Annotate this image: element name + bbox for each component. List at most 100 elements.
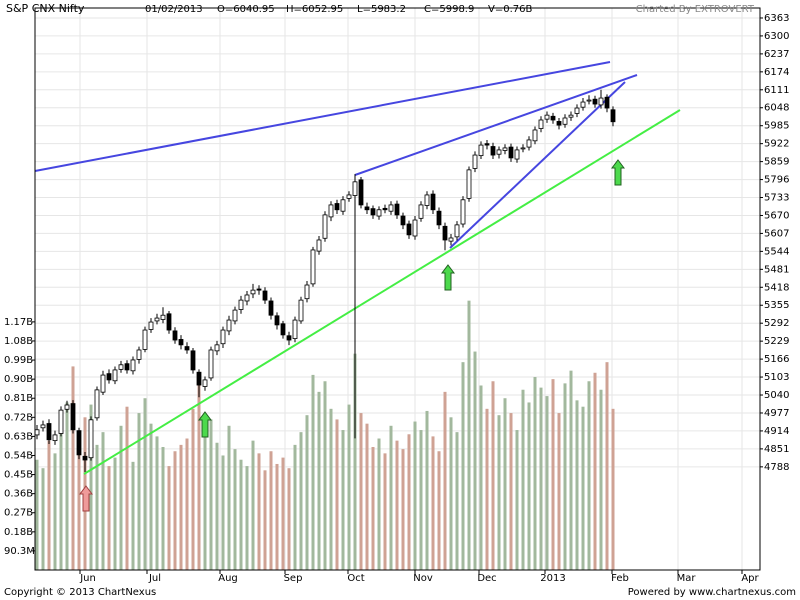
volume-bar [287, 468, 291, 570]
candle-body [130, 359, 136, 372]
candle-body [562, 117, 568, 125]
volume-bar [449, 417, 453, 570]
candle-body [280, 323, 286, 336]
volume-bar [569, 370, 573, 570]
volume-bar [203, 434, 207, 570]
candle-body [160, 314, 166, 320]
candle-body [250, 289, 256, 295]
candle-body [310, 249, 316, 285]
volume-bar [149, 423, 153, 570]
volume-bar [113, 457, 117, 570]
y-tick-label: 6300 [764, 31, 789, 42]
candle-body [124, 363, 130, 371]
volume-bar [401, 449, 405, 570]
candle-body [592, 98, 598, 105]
volume-bar [59, 425, 63, 570]
volume-bar [107, 466, 111, 570]
candle-body [454, 224, 460, 238]
candle-body [268, 300, 274, 316]
candle-body [580, 101, 586, 108]
candle-body [412, 219, 418, 237]
volume-bar [293, 444, 297, 570]
volume-bar [185, 438, 189, 570]
y2-tick-label: 0.54B [4, 450, 33, 461]
volume-bar [593, 372, 597, 570]
y-tick-label: 5418 [764, 282, 789, 293]
candle-body [142, 329, 148, 350]
candle-body [82, 455, 88, 461]
candle-body [40, 424, 46, 429]
support-line [83, 109, 681, 475]
credit: Charted By EXTROVERT [636, 4, 755, 15]
candle-body [34, 429, 40, 436]
volume-bar [263, 470, 267, 570]
arrow-up [611, 159, 625, 186]
x-tick-label: Jun [79, 573, 96, 584]
volume-bar [431, 436, 435, 570]
volume-bar [221, 455, 225, 570]
candle-body [178, 339, 184, 346]
y-tick-label: 4788 [764, 462, 789, 473]
y-tick-label: 4977 [764, 408, 789, 419]
candle-body [136, 349, 142, 360]
volume-bar [557, 413, 561, 570]
candle-body [574, 107, 580, 114]
y-tick-label: 4914 [764, 426, 789, 437]
volume-bar [479, 385, 483, 570]
y2-tick-label: 0.72B [4, 412, 33, 423]
candle-body [346, 194, 352, 199]
volume-bar [173, 451, 177, 570]
y-tick-label: 5544 [764, 246, 789, 257]
y-tick-label: 5607 [764, 228, 789, 239]
candle-body [382, 207, 388, 211]
y2-tick-label: 90.3M [4, 546, 35, 557]
quote-close: C=5998.9 [424, 4, 474, 15]
candle-body [238, 299, 244, 310]
volume-bar [167, 466, 171, 570]
volume-bar [197, 383, 201, 570]
candle-body [478, 144, 484, 157]
candle-body [370, 208, 376, 216]
x-tick-label: Nov [413, 573, 433, 584]
candle-body [430, 193, 436, 211]
volume-bar [53, 453, 57, 570]
candle-body [352, 181, 358, 196]
volume-bar [611, 408, 615, 570]
arrow-up [198, 411, 212, 438]
volume-bar [95, 444, 99, 570]
volume-bar [383, 453, 387, 570]
trend-line [34, 61, 611, 172]
volume-bar [131, 461, 135, 570]
candle-body [214, 344, 220, 352]
candle-body [334, 203, 340, 211]
candle-body [184, 346, 190, 351]
candle-body [484, 143, 490, 146]
candle-body [328, 204, 334, 218]
y-tick-label: 5733 [764, 193, 789, 204]
y2-tick-label: 0.36B [4, 489, 33, 500]
candle-body [64, 404, 70, 410]
candle-body [166, 313, 172, 331]
trend-line [354, 74, 638, 176]
volume-bar [119, 425, 123, 570]
volume-bar [509, 413, 513, 570]
volume-bar [245, 466, 249, 570]
candle-body [538, 119, 544, 129]
y-tick-label: 5229 [764, 336, 789, 347]
candle-body [58, 409, 64, 434]
y-tick-label: 4851 [764, 444, 789, 455]
volume-bar [41, 468, 45, 570]
y-tick-label: 5166 [764, 354, 789, 365]
x-tick-label: 2013 [540, 573, 565, 584]
quote-high: H=6052.95 [286, 4, 343, 15]
y-tick-label: 5481 [764, 264, 789, 275]
candle-body [520, 147, 526, 150]
volume-bar [137, 413, 141, 570]
volume-bar [101, 432, 105, 570]
candle-body [340, 199, 346, 212]
candle-body [406, 223, 412, 236]
volume-bar [389, 425, 393, 570]
footer-left: Copyright © 2013 ChartNexus [4, 587, 156, 598]
volume-bar [425, 410, 429, 570]
candle-body [220, 329, 226, 345]
